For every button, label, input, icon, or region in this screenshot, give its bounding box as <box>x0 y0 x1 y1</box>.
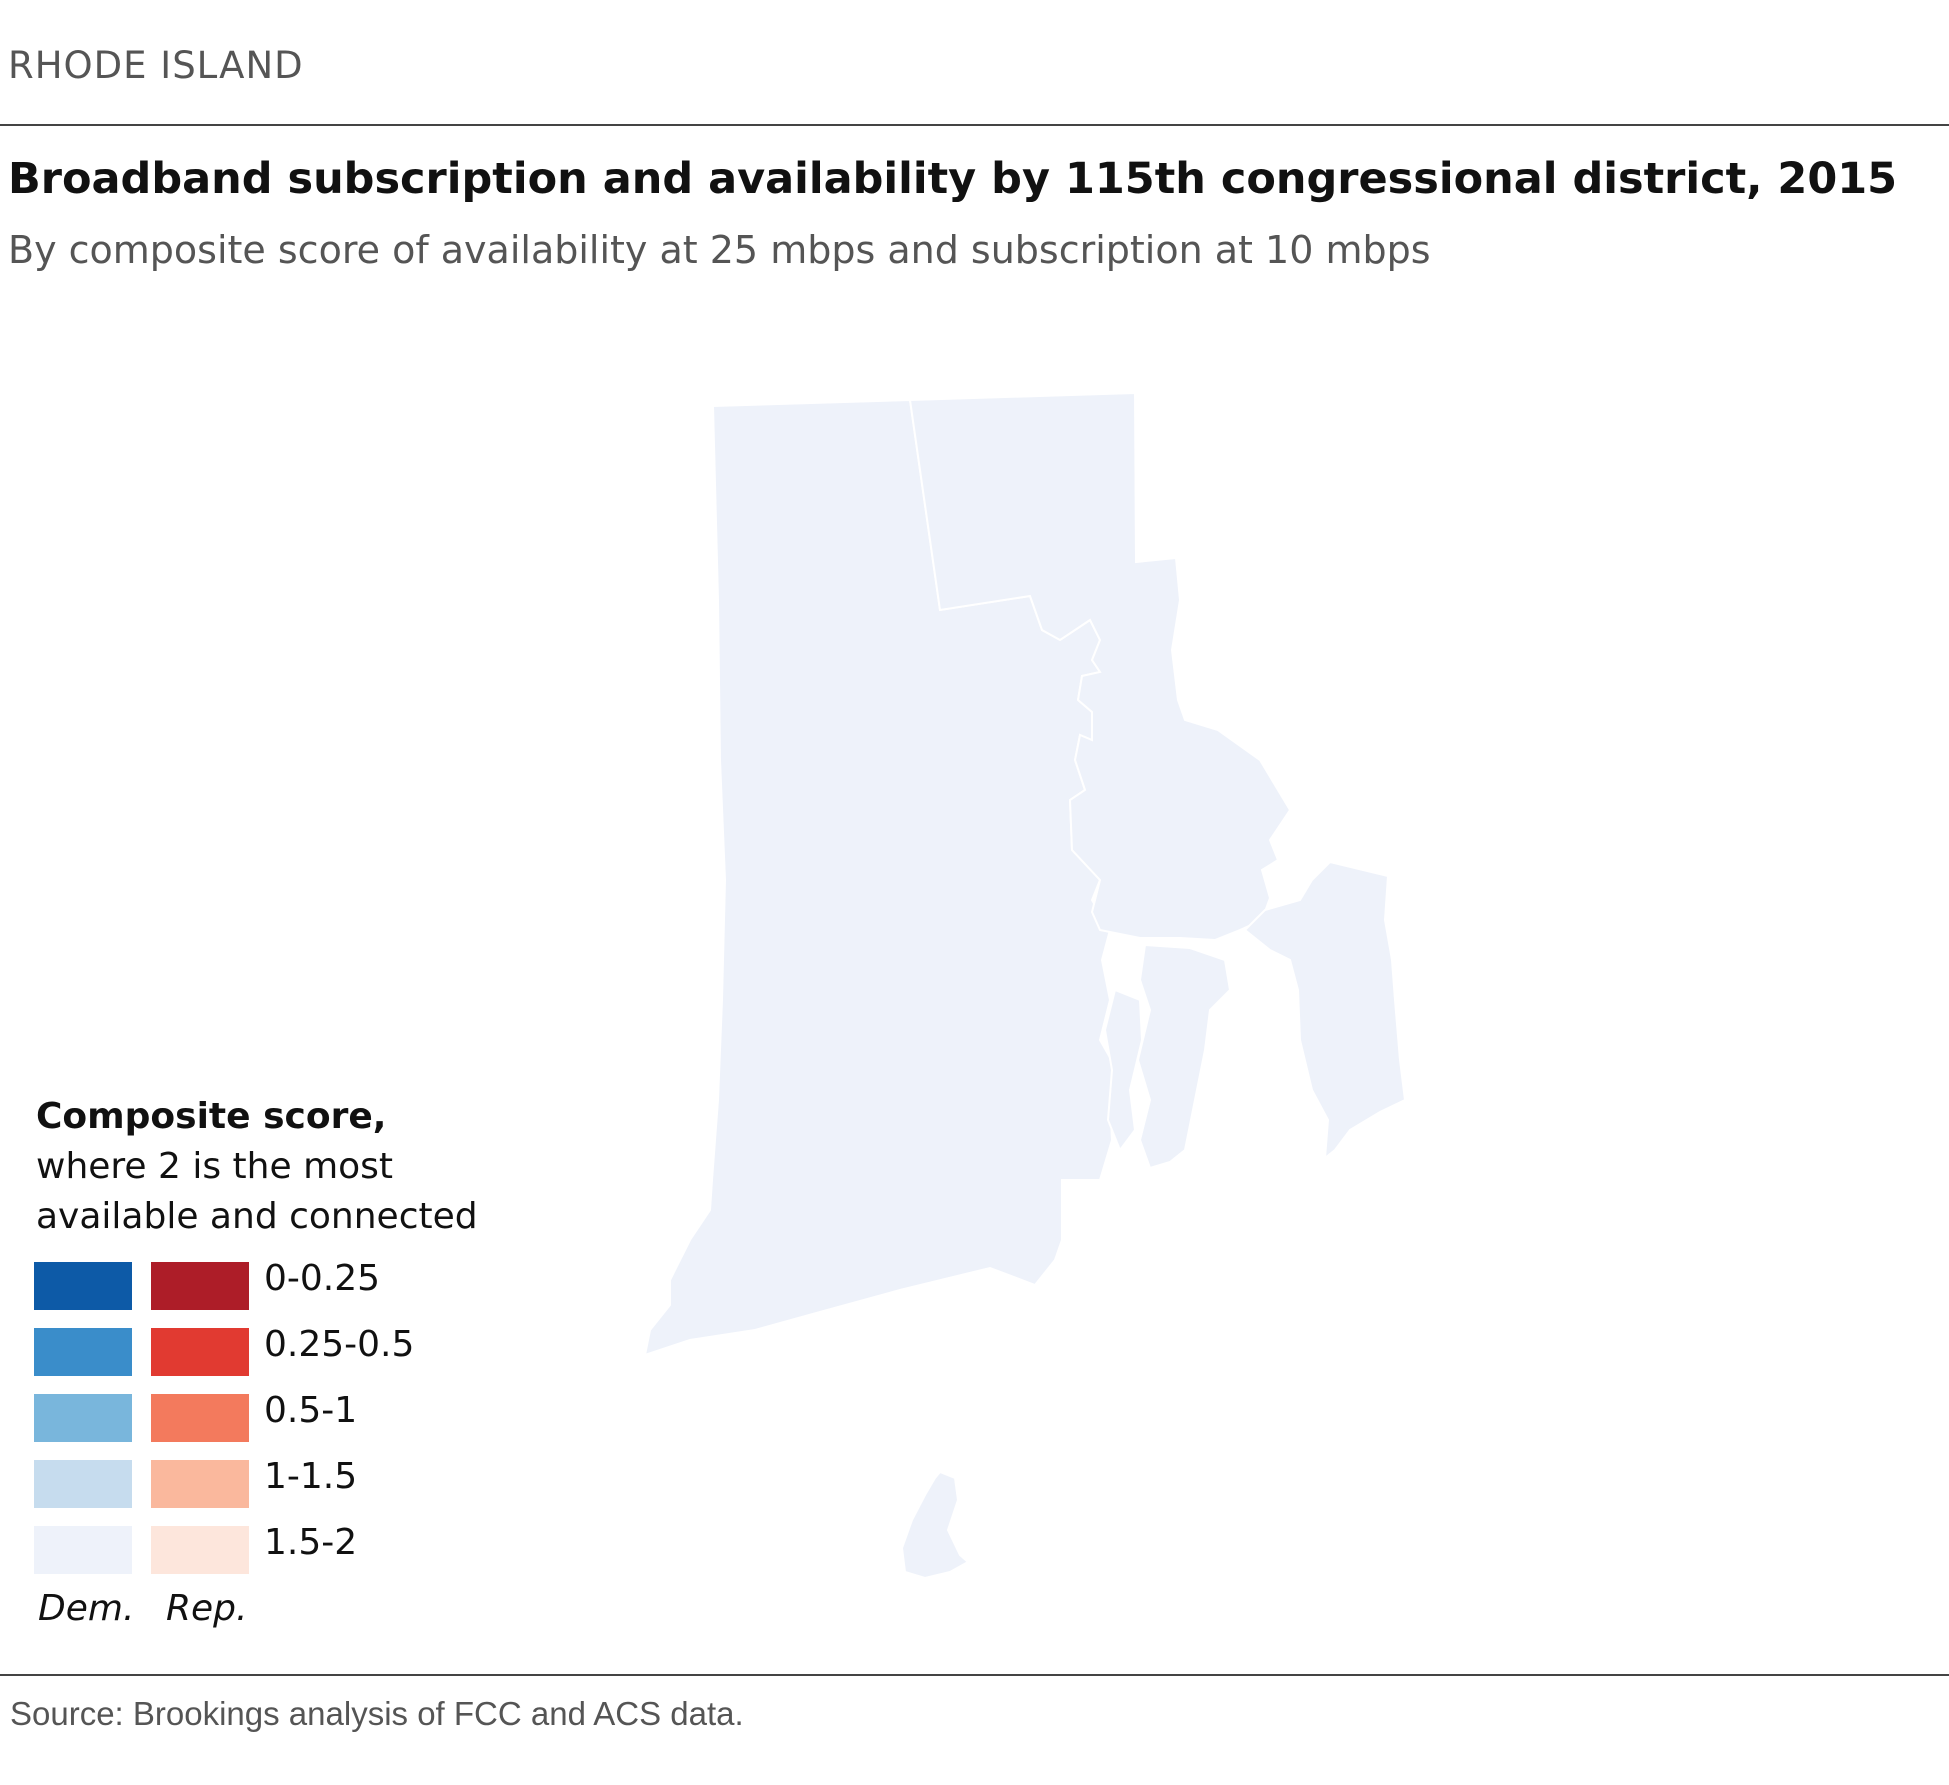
legend-heading: Composite score, <box>36 1096 387 1137</box>
legend-swatch-dem <box>34 1394 132 1442</box>
legend: Composite score, where 2 is the most ava… <box>34 1092 478 1629</box>
legend-swatch-rep <box>151 1526 249 1574</box>
legend-description-line-1: where 2 is the most <box>36 1146 394 1187</box>
district-ri-1-aquidneck[interactable] <box>1136 943 1232 1170</box>
legend-swatch-dem <box>34 1526 132 1574</box>
legend-swatch-dem <box>34 1262 132 1310</box>
map-title: Broadband subscription and availability … <box>8 154 1898 204</box>
legend-swatch-dem <box>34 1328 132 1376</box>
state-label: RHODE ISLAND <box>8 44 304 87</box>
district-ri-1[interactable] <box>908 391 1292 942</box>
legend-swatch-rep <box>151 1262 249 1310</box>
map-subtitle: By composite score of availability at 25… <box>8 228 1431 272</box>
legend-description-line-2: available and connected <box>36 1196 478 1237</box>
legend-dem-label: Dem. <box>38 1588 135 1629</box>
header-divider <box>0 124 1949 126</box>
district-ri-2-jamestown[interactable] <box>1103 988 1144 1153</box>
legend-range-label: 0.5-1 <box>264 1390 358 1431</box>
legend-range-label: 1.5-2 <box>264 1522 358 1563</box>
district-ri-1-east[interactable] <box>1243 860 1407 1161</box>
legend-swatch-rep <box>151 1328 249 1376</box>
legend-swatch-rep <box>151 1394 249 1442</box>
legend-range-label: 0-0.25 <box>264 1258 381 1299</box>
source-note: Source: Brookings analysis of FCC and AC… <box>10 1695 744 1732</box>
legend-rep-label: Rep. <box>166 1588 248 1629</box>
footer-divider <box>0 1674 1949 1676</box>
legend-swatch-rep <box>151 1460 249 1508</box>
district-ri-2-block-island[interactable] <box>900 1470 970 1580</box>
legend-range-label: 0.25-0.5 <box>264 1324 415 1365</box>
legend-swatch-dem <box>34 1460 132 1508</box>
legend-range-label: 1-1.5 <box>264 1456 358 1497</box>
